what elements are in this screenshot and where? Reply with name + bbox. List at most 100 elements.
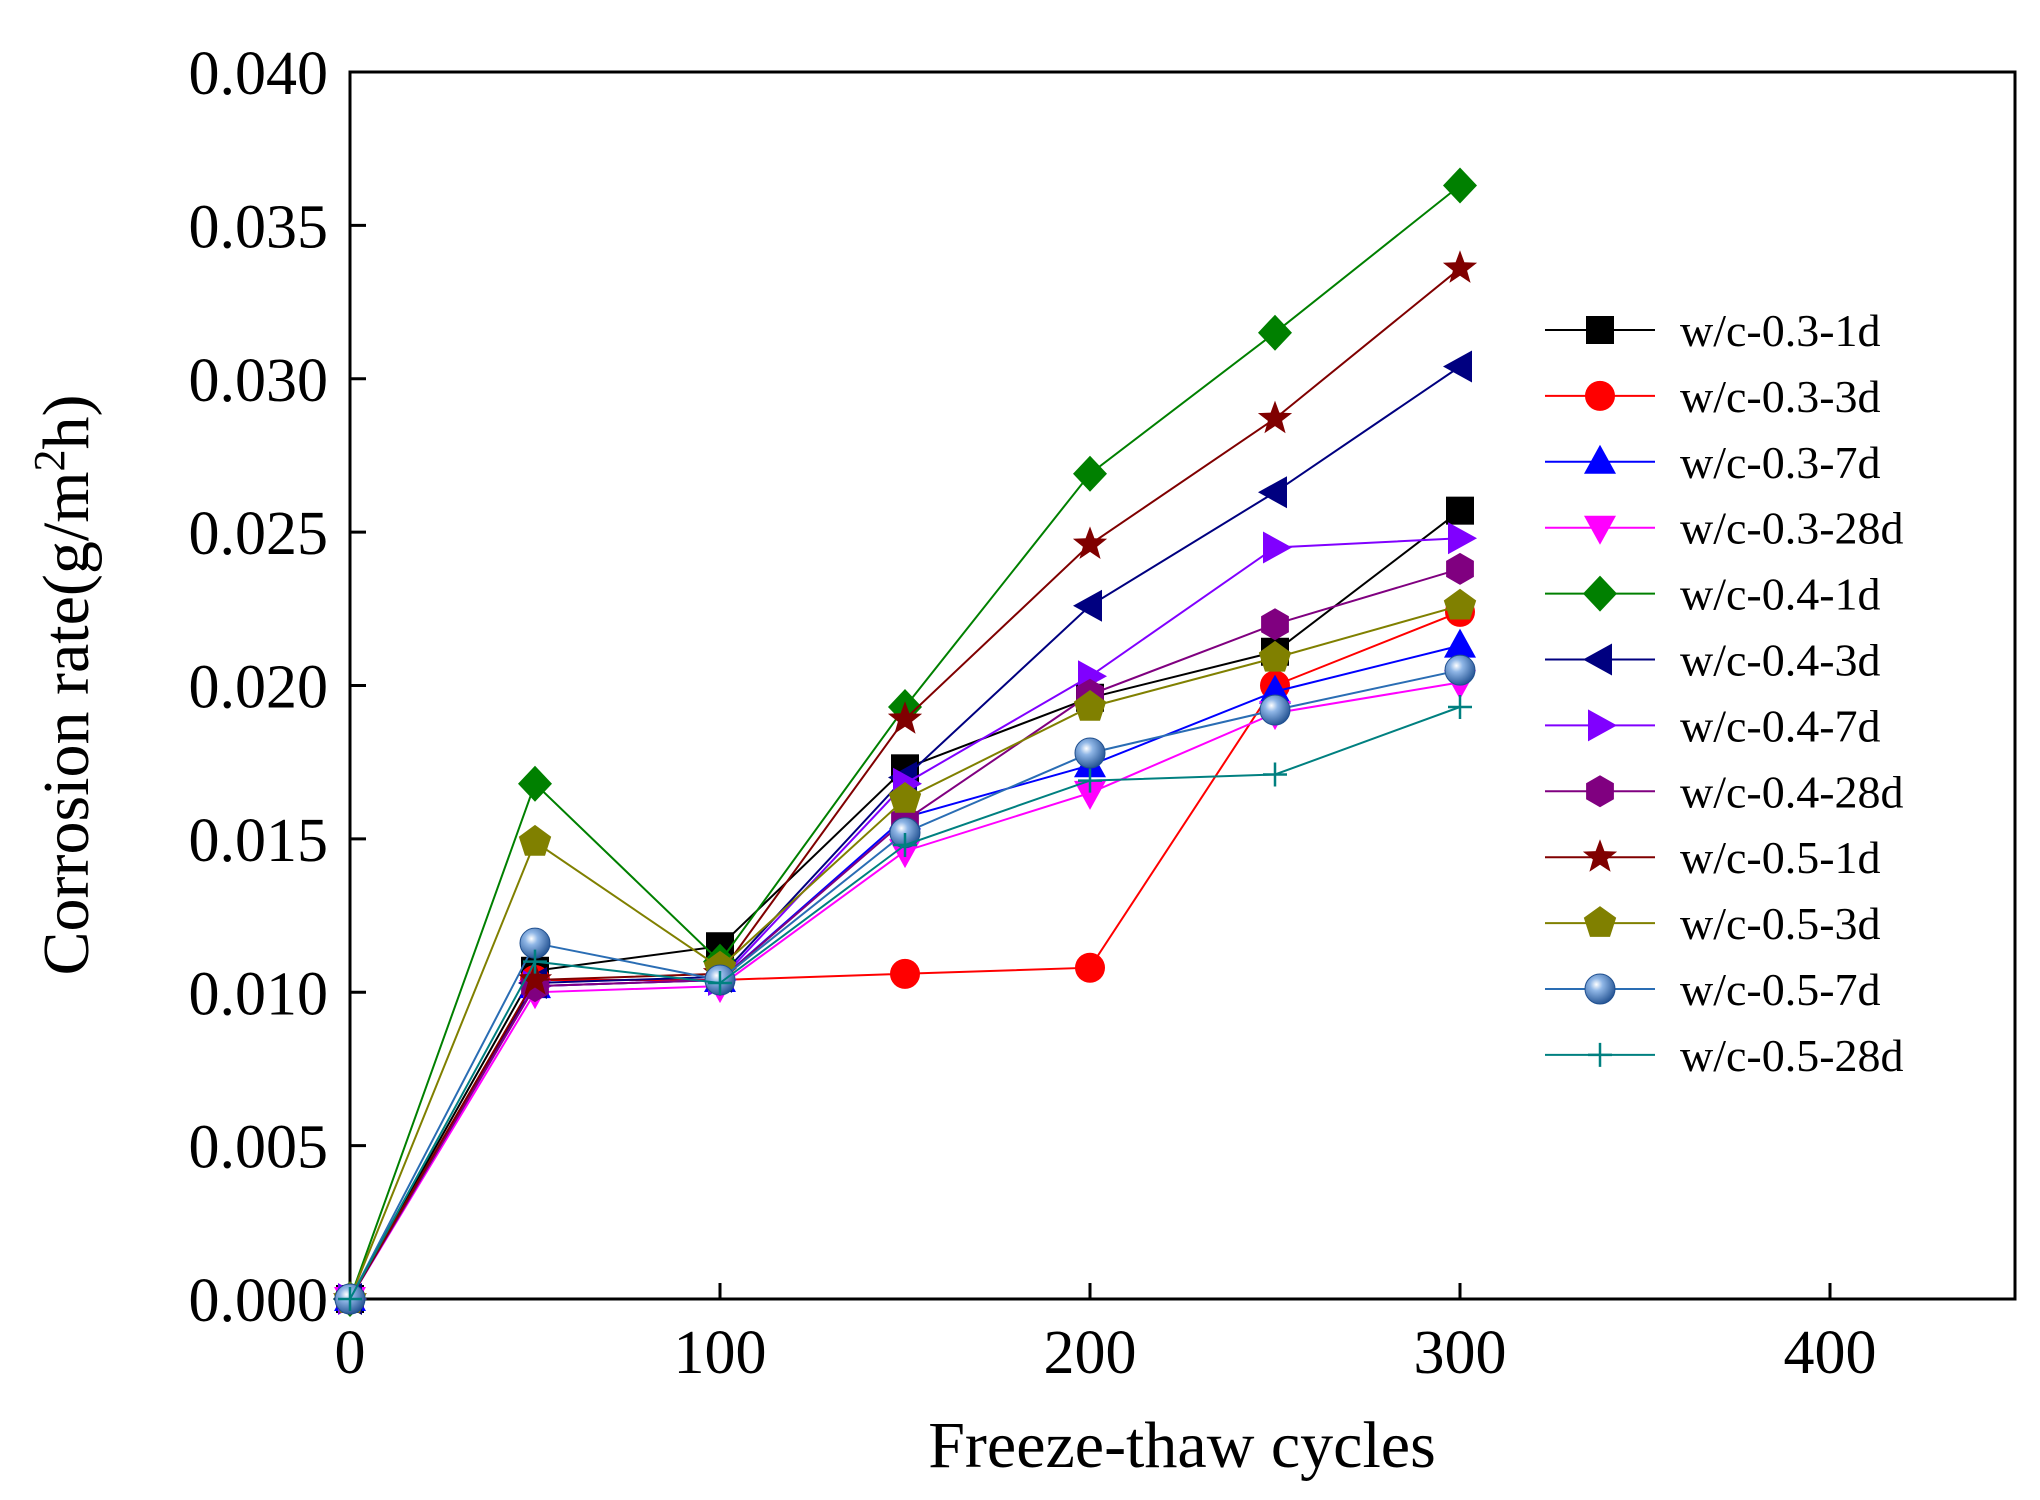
legend-label: w/c-0.5-1d xyxy=(1680,832,1881,883)
x-tick-label: 200 xyxy=(1044,1319,1137,1387)
legend-item: w/c-0.5-28d xyxy=(1545,1030,1904,1081)
data-point xyxy=(1446,496,1474,525)
y-tick-label: 0.025 xyxy=(189,500,329,568)
data-point xyxy=(518,824,552,856)
y-tick-label: 0.015 xyxy=(189,807,329,875)
legend-marker xyxy=(1588,1042,1612,1067)
legend-label: w/c-0.3-3d xyxy=(1680,371,1881,422)
legend-item: w/c-0.4-1d xyxy=(1545,569,1881,620)
series-1 xyxy=(336,496,1474,1313)
y-axis-title-sup: 2 xyxy=(25,449,74,471)
legend-item: w/c-0.3-28d xyxy=(1545,503,1904,554)
x-tick-label: 100 xyxy=(674,1319,767,1387)
data-point xyxy=(1444,628,1476,658)
data-point xyxy=(1073,690,1107,721)
data-point xyxy=(1078,768,1102,793)
legend-item: w/c-0.3-1d xyxy=(1545,305,1881,356)
legend-marker xyxy=(1588,709,1617,742)
data-point xyxy=(1442,250,1478,283)
legend-marker xyxy=(1586,775,1614,808)
legend-item: w/c-0.3-7d xyxy=(1545,437,1881,488)
legend-item: w/c-0.3-3d xyxy=(1545,371,1881,422)
legend-label: w/c-0.4-1d xyxy=(1680,569,1881,620)
data-point xyxy=(1446,552,1474,585)
legend-label: w/c-0.5-28d xyxy=(1680,1030,1904,1081)
data-point xyxy=(517,962,553,995)
y-axis-title: Corrosion rate(g/m2h) xyxy=(25,394,103,975)
data-point xyxy=(1444,654,1476,686)
legend-item: w/c-0.5-1d xyxy=(1545,832,1881,883)
legend-marker xyxy=(1583,575,1617,612)
y-axis-title-main: Corrosion rate(g/m xyxy=(30,471,103,975)
y-tick-label: 0.020 xyxy=(189,654,329,722)
data-point xyxy=(1443,167,1477,204)
y-tick-label: 0.005 xyxy=(189,1114,329,1182)
series-12 xyxy=(338,694,1472,1311)
data-point xyxy=(1448,522,1477,555)
y-tick-label: 0.035 xyxy=(189,193,329,261)
data-point xyxy=(1075,952,1105,983)
data-point xyxy=(1072,526,1108,559)
legend-marker xyxy=(1585,380,1615,411)
data-point xyxy=(1259,674,1291,704)
legend-label: w/c-0.5-7d xyxy=(1680,964,1881,1015)
legend-marker xyxy=(1586,316,1614,344)
legend-label: w/c-0.4-28d xyxy=(1680,766,1904,817)
plot-frame xyxy=(348,70,2017,1301)
series-5 xyxy=(333,167,1477,1317)
legend-item: w/c-0.5-3d xyxy=(1545,898,1881,949)
y-tick-label: 0.010 xyxy=(189,960,329,1028)
y-tick-label: 0.030 xyxy=(189,347,329,415)
data-point xyxy=(887,701,923,734)
legend-item: w/c-0.4-28d xyxy=(1545,766,1904,817)
data-point xyxy=(523,949,547,974)
series-layer xyxy=(332,167,1478,1317)
data-point xyxy=(1263,762,1287,787)
data-point xyxy=(1443,588,1477,620)
data-point xyxy=(893,833,917,858)
data-point xyxy=(1258,476,1287,509)
data-point xyxy=(890,958,920,989)
data-point xyxy=(708,971,732,996)
x-tick-label: 300 xyxy=(1414,1319,1507,1387)
data-point xyxy=(1257,400,1293,434)
data-point xyxy=(1073,589,1102,622)
data-point xyxy=(1443,350,1472,383)
data-point xyxy=(1074,780,1106,810)
data-point xyxy=(1073,455,1107,492)
legend-marker xyxy=(1583,643,1612,676)
legend-label: w/c-0.4-3d xyxy=(1680,635,1881,686)
legend-item: w/c-0.4-7d xyxy=(1545,700,1881,751)
x-tick-label: 0 xyxy=(335,1319,366,1387)
data-point xyxy=(1258,640,1292,672)
data-point xyxy=(888,782,922,813)
legend-marker xyxy=(1582,839,1618,872)
x-axis-title: Freeze-thaw cycles xyxy=(928,1409,1436,1482)
x-tick-label: 400 xyxy=(1784,1319,1877,1387)
data-point xyxy=(1261,608,1289,641)
legend-label: w/c-0.3-1d xyxy=(1680,305,1881,356)
legend-item: w/c-0.4-3d xyxy=(1545,635,1881,686)
legend-marker xyxy=(1584,515,1616,545)
legend-label: w/c-0.3-7d xyxy=(1680,437,1881,488)
legend-label: w/c-0.5-3d xyxy=(1680,898,1881,949)
legend-item: w/c-0.5-7d xyxy=(1545,964,1881,1015)
legend-label: w/c-0.3-28d xyxy=(1680,503,1904,554)
data-point xyxy=(338,1287,362,1311)
legend: w/c-0.3-1d w/c-0.3-3d w/c-0.3-7d w/c-0.3-28… xyxy=(1545,305,1904,1081)
data-point xyxy=(1074,737,1106,769)
data-point xyxy=(1448,694,1472,719)
y-axis-title-end: h) xyxy=(30,394,103,449)
data-point xyxy=(1263,531,1292,564)
data-point xyxy=(1259,694,1291,726)
y-tick-label: 0.000 xyxy=(189,1267,329,1335)
legend-label: w/c-0.4-7d xyxy=(1680,700,1881,751)
series-line xyxy=(349,509,1461,1300)
data-point xyxy=(1258,314,1292,351)
y-tick-label: 0.040 xyxy=(189,40,329,108)
series-8 xyxy=(336,552,1474,1315)
legend-marker xyxy=(1584,973,1616,1005)
legend-marker xyxy=(1583,906,1617,937)
legend-marker xyxy=(1584,444,1616,474)
